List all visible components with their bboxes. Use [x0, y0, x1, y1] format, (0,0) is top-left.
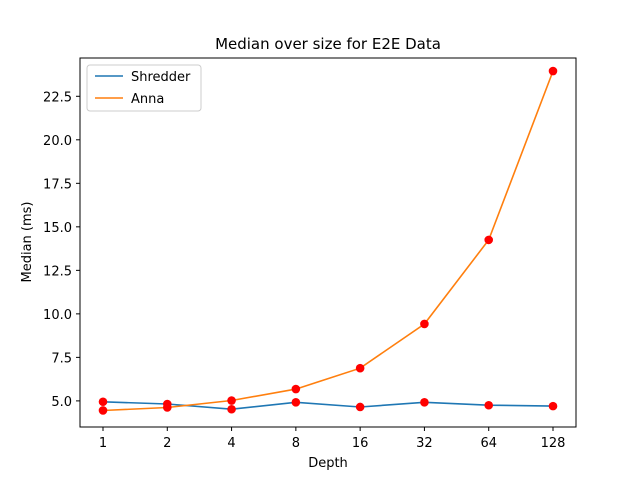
- x-tick-label: 1: [99, 436, 107, 451]
- data-point-shredder: [355, 402, 365, 412]
- legend-label: Anna: [131, 92, 164, 107]
- axes-frame: [79, 57, 577, 428]
- y-tick-label: 20.0: [43, 134, 72, 149]
- data-point-shredder: [420, 397, 429, 407]
- y-axis-label: Median (ms): [20, 202, 35, 283]
- x-tick-label: 8: [292, 436, 300, 451]
- chart-title: Median over size for E2E Data: [215, 35, 441, 53]
- x-axis: 1 2 4 8 16 32 64 128: [99, 427, 566, 451]
- legend-label: Shredder: [131, 70, 191, 85]
- y-tick-label: 12.5: [43, 264, 72, 279]
- legend: Shredder Anna: [86, 64, 202, 112]
- y-tick-label: 5.0: [51, 395, 72, 410]
- y-tick-label: 7.5: [51, 351, 72, 366]
- data-point-anna: [162, 403, 172, 412]
- y-tick-label: 22.5: [43, 90, 72, 105]
- series-line-anna: [102, 70, 554, 412]
- data-point-anna: [548, 66, 558, 76]
- x-tick-label: 128: [541, 436, 566, 451]
- data-point-shredder: [227, 404, 236, 414]
- plot-area: [98, 66, 558, 415]
- data-point-anna: [227, 396, 236, 405]
- x-axis-label: Depth: [308, 456, 348, 471]
- data-point-anna: [420, 319, 429, 329]
- x-tick-label: 2: [163, 436, 171, 451]
- data-point-shredder: [98, 397, 108, 407]
- y-tick-label: 10.0: [43, 308, 72, 323]
- x-tick-label: 4: [227, 436, 235, 451]
- data-point-shredder: [484, 400, 494, 410]
- x-tick-label: 64: [480, 436, 497, 451]
- data-point-shredder: [548, 401, 558, 411]
- y-tick-label: 17.5: [43, 177, 72, 192]
- data-point-anna: [98, 406, 108, 415]
- y-axis: 5.0 7.5 10.0 12.5 15.0 17.5 20.0 22.5: [43, 90, 80, 410]
- y-tick-label: 15.0: [43, 221, 72, 236]
- series-line-shredder: [102, 401, 554, 411]
- x-tick-label: 32: [416, 436, 433, 451]
- data-point-shredder: [291, 397, 301, 407]
- x-tick-label: 16: [352, 436, 369, 451]
- data-point-anna: [484, 235, 494, 245]
- data-point-anna: [355, 363, 365, 373]
- data-point-anna: [291, 384, 301, 394]
